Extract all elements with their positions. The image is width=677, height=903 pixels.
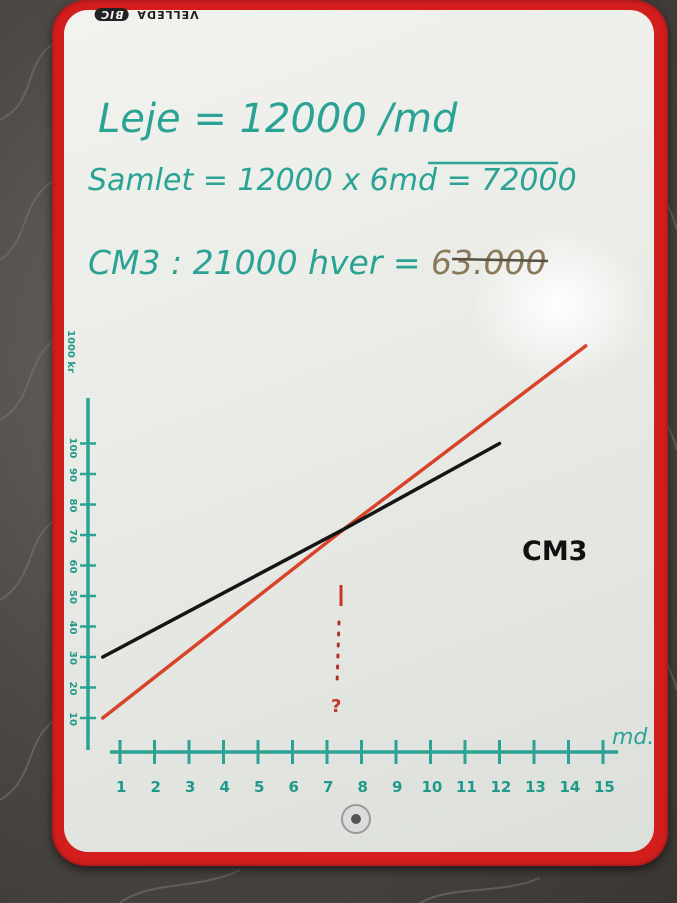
x-tick-label: 1 [116, 778, 126, 796]
cm3-line-value: 63.000 [431, 243, 546, 282]
x-unit-label: md. [612, 725, 654, 750]
total-line-prefix: Samlet = 12000 x 6md = [88, 163, 481, 198]
cm3-line-prefix: CM3 : 21000 hver = [88, 243, 431, 282]
total-line: Samlet = 12000 x 6md = 72000 [88, 163, 577, 198]
y-tick-label: 80 [67, 499, 78, 513]
cm3-underline [451, 257, 549, 263]
x-tick-label: 14 [560, 778, 581, 796]
y-tick-label: 60 [67, 560, 78, 574]
series-line-cm3 [101, 441, 502, 659]
y-tick-label: 90 [67, 468, 78, 482]
cm3-line: CM3 : 21000 hver = 63.000 [88, 243, 547, 282]
x-tick-label: 3 [185, 778, 195, 796]
y-unit-label: 1000 kr [65, 330, 76, 373]
x-tick-label: 12 [491, 778, 512, 796]
x-tick-label: 4 [220, 778, 230, 796]
series-label-cm3: CM3 [522, 536, 587, 567]
x-ticks: 1 2 3 4 5 6 7 8 9 10 11 12 13 14 15 [116, 740, 615, 796]
hanging-hole [341, 804, 371, 834]
y-tick-label: 10 [67, 712, 78, 726]
y-ticks: 10 20 30 40 50 60 70 80 90 100 [67, 438, 96, 726]
y-tick-label: 40 [67, 621, 78, 635]
x-tick-label: 6 [289, 778, 299, 796]
x-tick-label: 13 [525, 778, 546, 796]
y-tick-label: 50 [67, 590, 78, 604]
y-tick-label: 70 [67, 529, 78, 543]
x-tick-label: 7 [323, 778, 333, 796]
x-tick-label: 11 [456, 778, 477, 796]
x-tick-label: 2 [151, 778, 161, 796]
total-line-value: 72000 [481, 163, 576, 198]
question-mark: ? [331, 696, 341, 717]
x-tick-label: 8 [358, 778, 368, 796]
series-lines [101, 344, 588, 720]
y-tick-label: 20 [67, 682, 78, 696]
x-tick-label: 10 [422, 778, 443, 796]
series-line-red [101, 344, 588, 720]
x-tick-label: 9 [392, 778, 402, 796]
rent-line: Leje = 12000 /md [98, 96, 458, 142]
intersection-dotted-line [335, 620, 341, 687]
y-tick-label: 30 [67, 651, 78, 665]
y-tick-label: 100 [67, 438, 78, 459]
x-tick-label: 5 [254, 778, 264, 796]
x-tick-label: 15 [594, 778, 615, 796]
